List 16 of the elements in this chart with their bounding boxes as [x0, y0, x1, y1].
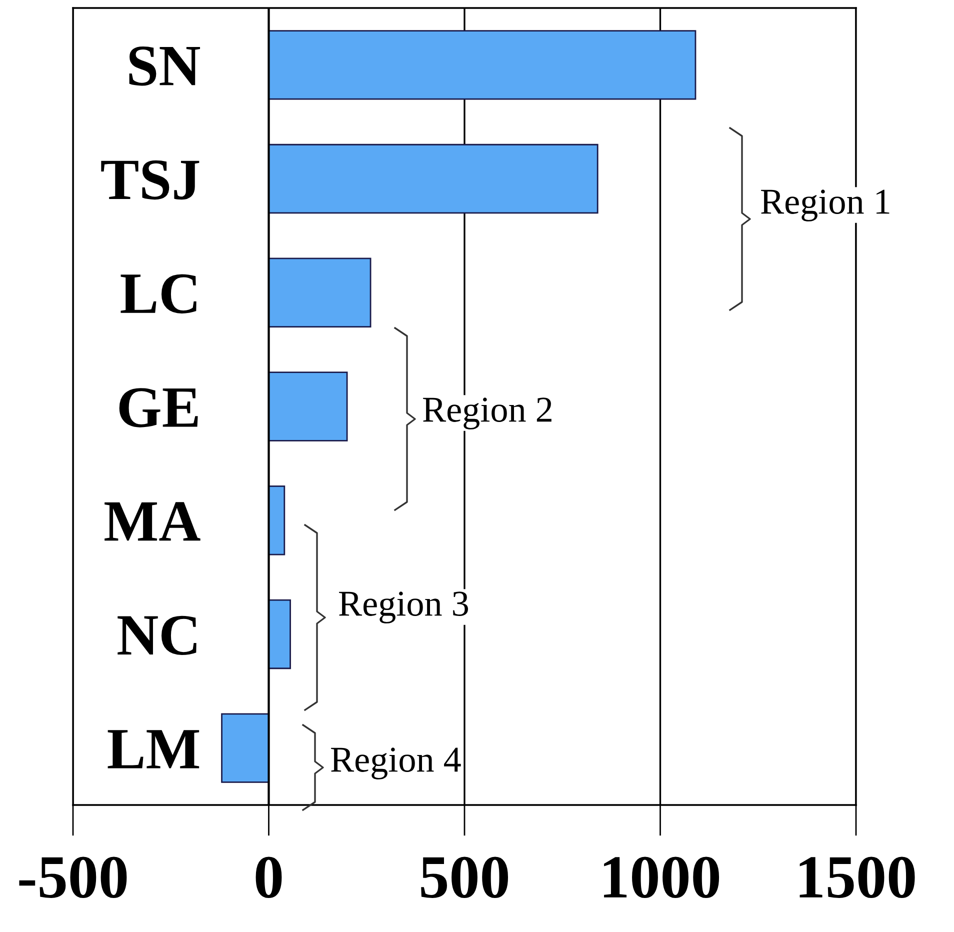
x-tick-label: 1000: [604, 856, 720, 898]
y-tick-label: GE: [119, 388, 198, 428]
x-tick-label: 0: [256, 856, 282, 898]
annotation: Region 1: [761, 190, 890, 222]
annotation: Region 2: [423, 398, 552, 430]
y-tick-label: MA: [104, 502, 200, 541]
y-tick-label: NC: [118, 616, 196, 656]
y-tick-label: LC: [120, 274, 196, 314]
annotation: Region 4: [331, 748, 461, 780]
y-tick-label: LM: [108, 730, 200, 768]
y-tick-label: SN: [129, 46, 200, 86]
y-tick-label: TSJ: [101, 160, 200, 200]
annotation: Region 3: [339, 592, 468, 624]
x-tick-label: -500: [19, 856, 127, 898]
x-tick-label: 1500: [800, 856, 915, 898]
x-tick-label: 500: [421, 856, 508, 898]
